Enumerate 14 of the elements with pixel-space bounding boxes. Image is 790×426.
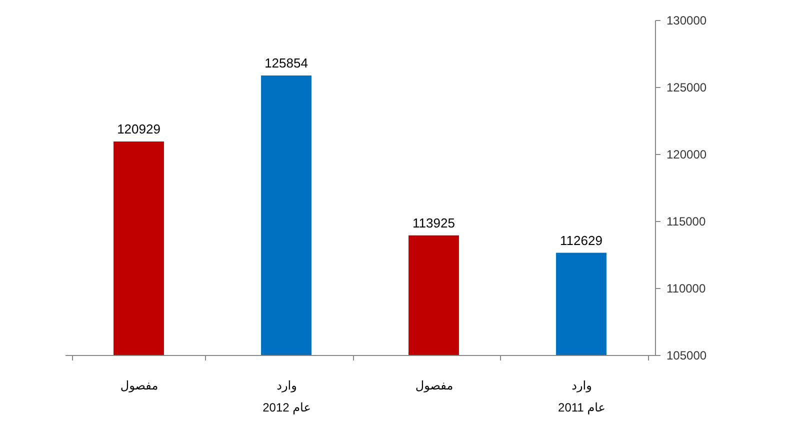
y-tick-label: 105000: [666, 348, 707, 362]
y-tick-label: 115000: [666, 214, 706, 228]
data-label: 113925: [412, 215, 455, 230]
y-tick-label: 110000: [666, 282, 706, 296]
x-tick-label: مفصول: [415, 378, 454, 392]
x-tick-label: وارد عام 2011: [558, 378, 606, 414]
x-tick-label: مفصول: [120, 378, 158, 392]
y-tick-label: 125000: [666, 80, 707, 94]
data-label: 125854: [264, 56, 308, 71]
data-label: 112629: [560, 232, 602, 248]
x-tick-label: وارد عام 2012: [262, 378, 311, 414]
y-tick-label: 130000: [666, 14, 707, 28]
y-tick-label: 120000: [666, 148, 707, 162]
data-label: 120929: [117, 122, 160, 137]
